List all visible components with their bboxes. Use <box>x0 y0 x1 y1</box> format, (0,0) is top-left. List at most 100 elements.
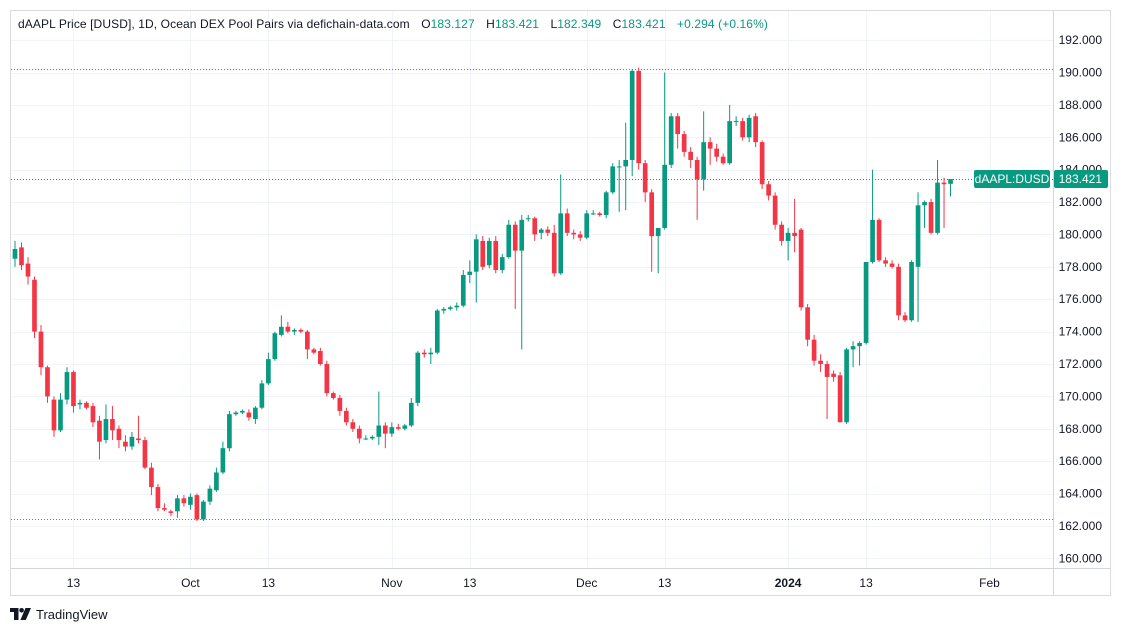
candle-2024-01-11 <box>850 341 856 368</box>
candle-body <box>149 467 154 488</box>
chart-frame <box>10 10 1111 596</box>
candle-body <box>564 213 570 233</box>
candle-body <box>792 232 797 237</box>
candle-2023-11-04 <box>408 397 414 428</box>
candle-2023-10-15 <box>279 315 284 337</box>
candle-body <box>753 116 758 143</box>
candle-2023-10-26 <box>350 419 356 432</box>
candles <box>12 67 953 522</box>
candle-2023-09-21 <box>123 435 128 452</box>
candle-2024-01-19 <box>902 312 908 322</box>
candle-2023-09-12 <box>64 367 70 405</box>
candle-2023-12-30 <box>772 192 778 230</box>
candle-2023-12-20 <box>707 137 713 165</box>
candle-body <box>870 219 875 262</box>
symbol-badge-label: dAAPL:DUSD <box>975 172 1050 186</box>
candle-2023-09-19 <box>110 406 115 441</box>
candle-body <box>395 427 401 429</box>
candle-2023-12-19 <box>701 111 706 191</box>
candle-body <box>499 257 505 271</box>
candle-body <box>454 305 460 308</box>
y-tick-label: 178.000 <box>1059 260 1103 274</box>
candle-2024-01-10 <box>844 347 849 424</box>
candle-2024-01-08 <box>831 370 836 382</box>
candle-body <box>928 202 934 233</box>
candle-body <box>415 352 421 403</box>
candle-body <box>616 166 622 168</box>
candle-body <box>545 229 551 233</box>
candle-2023-11-20 <box>512 221 518 309</box>
candle-body <box>337 397 343 411</box>
candle-body <box>421 352 427 355</box>
candle-body <box>71 372 76 407</box>
candle-body <box>162 508 167 510</box>
candle-body <box>350 422 356 429</box>
y-tick-label: 174.000 <box>1059 325 1103 339</box>
candle-body <box>369 436 375 439</box>
candle-body <box>292 329 297 332</box>
y-tick-label: 164.000 <box>1059 487 1103 501</box>
tradingview-brand[interactable]: TradingView <box>10 605 108 623</box>
candle-body <box>467 271 473 275</box>
candle-body <box>948 179 953 184</box>
candle-2024-01-04 <box>805 304 810 347</box>
candle-2023-10-27 <box>356 425 362 444</box>
candle-2024-01-17 <box>889 260 895 269</box>
chart-legend: dAAPL Price [DUSD], 1D, Ocean DEX Pool P… <box>18 17 768 31</box>
candle-body <box>240 410 245 413</box>
candle-2024-01-07 <box>824 360 830 420</box>
candle-body <box>253 407 258 420</box>
candle-2023-11-07 <box>428 347 434 364</box>
candle-2023-12-31 <box>779 221 784 246</box>
candle-body <box>896 266 901 316</box>
candle-body <box>103 419 109 441</box>
candle-2023-12-01 <box>584 210 590 240</box>
candle-body <box>935 182 940 233</box>
candle-2023-09-10 <box>51 396 57 437</box>
price-axis[interactable]: 160.000 162.000 164.000 166.000 168.000 170.0… <box>1059 33 1103 565</box>
y-tick-label: 168.000 <box>1059 422 1103 436</box>
candle-2023-10-09 <box>240 409 245 415</box>
candle-2024-01-15 <box>876 218 882 262</box>
candle-2023-11-16 <box>486 237 492 269</box>
candle-2023-12-09 <box>636 67 642 170</box>
candle-body <box>220 448 226 473</box>
candle-body <box>402 425 408 429</box>
candle-body <box>597 213 603 216</box>
candle-body <box>84 402 89 408</box>
y-tick-label: 160.000 <box>1059 551 1103 565</box>
x-tick-label: 13 <box>262 576 276 590</box>
candle-body <box>356 428 362 439</box>
candle-2023-09-25 <box>149 462 154 496</box>
candle-body <box>233 412 239 415</box>
candle-body <box>889 263 895 267</box>
x-tick-label: 13 <box>859 576 873 590</box>
candle-body <box>629 70 635 160</box>
y-tick-label: 192.000 <box>1059 33 1103 47</box>
candle-body <box>90 406 96 423</box>
time-axis[interactable]: 13 Oct 13 Nov 13 Dec 13 2024 13 Feb <box>67 576 1000 590</box>
y-tick-label: 182.000 <box>1059 195 1103 209</box>
candle-body <box>551 232 557 274</box>
candle-2023-09-14 <box>77 399 83 410</box>
candle-2023-12-08 <box>629 69 635 177</box>
candle-2024-01-14 <box>870 169 875 264</box>
legend-open-value: 183.127 <box>430 17 475 31</box>
candle-2023-12-23 <box>727 104 732 165</box>
candle-2023-12-14 <box>668 113 674 169</box>
candle-2023-12-06 <box>616 159 622 212</box>
candle-body <box>155 487 161 509</box>
candle-body <box>493 240 499 271</box>
candle-2023-10-19 <box>305 329 310 360</box>
candle-body <box>876 219 882 261</box>
candle-body <box>279 326 284 335</box>
candle-2023-12-26 <box>746 114 752 143</box>
candle-2023-09-29 <box>175 495 180 518</box>
candle-2023-11-05 <box>415 351 421 407</box>
candle-body <box>305 331 310 350</box>
candle-2023-09-05 <box>19 242 24 271</box>
y-tick-label: 190.000 <box>1059 66 1103 80</box>
legend-low-value: 182.349 <box>557 17 602 31</box>
candle-2023-09-20 <box>116 425 122 449</box>
